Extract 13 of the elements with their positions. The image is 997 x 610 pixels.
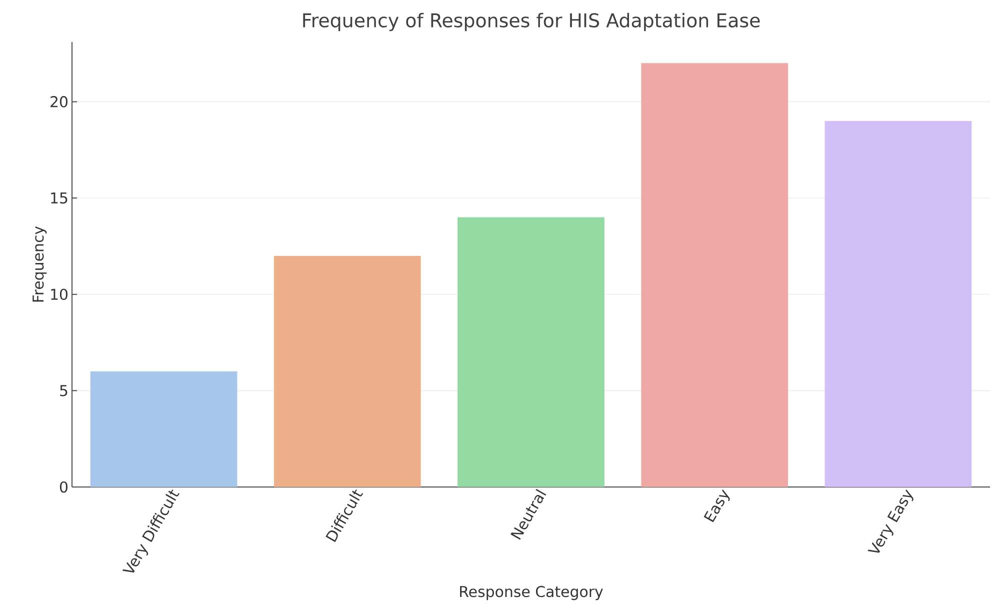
bar: [274, 256, 421, 487]
y-tick-label: 10: [51, 288, 68, 300]
y-tick-label: 5: [60, 385, 68, 396]
bar: [824, 120, 972, 487]
y-axis-title: Frequency: [32, 226, 47, 302]
y-tick-label: 0: [60, 481, 68, 493]
y-tick-label: 15: [51, 192, 68, 204]
bar: [641, 63, 788, 487]
bar: [458, 217, 604, 487]
x-axis-title: Response Category: [460, 586, 603, 600]
y-tick-label: 20: [50, 96, 68, 108]
chart-title: Frequency of Responses for HIS Adaptation Ease: [303, 12, 760, 32]
bar: [90, 371, 238, 487]
